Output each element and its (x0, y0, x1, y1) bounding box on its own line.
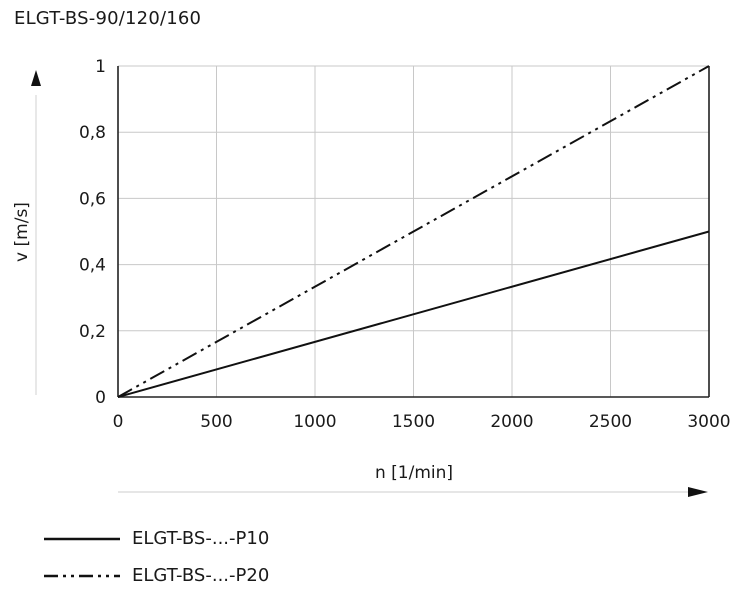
y-tick-label-3: 0,6 (79, 189, 106, 209)
x-tick-label-6: 3000 (687, 412, 730, 432)
x-tick-label-0: 0 (113, 412, 124, 432)
y-tick-label-2: 0,4 (79, 256, 106, 276)
x-axis-label: n [1/min] (375, 463, 453, 483)
tick-labels: 0 500 1000 1500 2000 2500 3000 0 0,2 0,4 0,6 0,8 1 (79, 57, 731, 432)
legend-label-p10: ELGT-BS-...-P10 (132, 528, 270, 549)
y-arrow-head (31, 70, 41, 86)
legend-item-p10: ELGT-BS-...-P10 (44, 528, 269, 549)
series-line-0 (117, 230, 710, 398)
legend-item-p20: ELGT-BS-...-P20 (44, 565, 269, 586)
line-chart: 0 500 1000 1500 2000 2500 3000 0 0,2 0,4 0,6 0,8 1 v… (12, 57, 731, 497)
series-lines (117, 65, 710, 398)
x-tick-label-3: 1500 (392, 412, 435, 432)
y-tick-label-5: 1 (95, 57, 106, 77)
series-line-1 (117, 65, 710, 398)
y-tick-label-4: 0,8 (79, 123, 106, 143)
legend-swatch-p10 (44, 537, 120, 540)
x-arrow-head (688, 487, 708, 497)
legend-swatch-p20 (44, 574, 120, 577)
legend-label-p20: ELGT-BS-...-P20 (132, 565, 270, 586)
y-axis-label: v [m/s] (12, 202, 32, 262)
y-tick-label-1: 0,2 (79, 322, 106, 342)
y-tick-label-0: 0 (95, 388, 106, 408)
axes (31, 66, 710, 497)
x-tick-label-2: 1000 (293, 412, 336, 432)
chart-title: ELGT-BS-90/120/160 (14, 8, 202, 29)
x-tick-label-5: 2500 (589, 412, 632, 432)
x-tick-label-4: 2000 (490, 412, 533, 432)
x-tick-label-1: 500 (200, 412, 232, 432)
